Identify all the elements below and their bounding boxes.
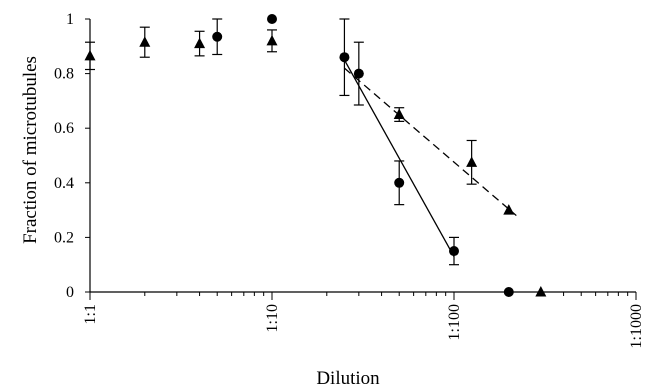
tick-labels: 0 0.2 0.4 0.6 0.8 1 1:1 1:10 1:100 1:1000 bbox=[54, 11, 645, 348]
triangle-marker bbox=[194, 37, 206, 49]
y-tick-label: 1 bbox=[66, 11, 74, 28]
circle-marker bbox=[353, 68, 364, 79]
x-axis-title: Dilution bbox=[316, 368, 380, 388]
triangle-marker bbox=[84, 49, 96, 61]
fit-line-triangle bbox=[344, 67, 517, 217]
triangle-marker bbox=[266, 34, 278, 46]
triangle-marker bbox=[139, 36, 151, 47]
circle-marker bbox=[394, 177, 405, 188]
fit-lines bbox=[343, 59, 517, 257]
y-tick-label: 0 bbox=[66, 284, 74, 301]
y-axis-title: Fraction of microtubules bbox=[20, 56, 41, 244]
axes bbox=[85, 18, 637, 300]
x-tick-label: 1:100 bbox=[446, 304, 463, 340]
circle-marker bbox=[339, 52, 350, 63]
y-tick-label: 0.8 bbox=[54, 66, 74, 83]
fit-line-circle bbox=[343, 59, 455, 257]
triangle-marker bbox=[503, 204, 515, 215]
x-tick-label: 1:10 bbox=[264, 304, 281, 332]
y-tick-label: 0.6 bbox=[54, 120, 74, 137]
triangle-marker bbox=[535, 286, 547, 297]
circle-marker bbox=[267, 14, 277, 24]
triangle-marker bbox=[466, 156, 478, 167]
x-tick-label: 1:1 bbox=[82, 304, 99, 324]
y-tick-label: 0.4 bbox=[54, 175, 74, 192]
circle-marker bbox=[449, 246, 459, 257]
x-tick-label: 1:1000 bbox=[628, 304, 645, 348]
triangle-marker bbox=[393, 108, 405, 120]
y-tick-label: 0.2 bbox=[54, 229, 74, 246]
data-markers bbox=[84, 14, 547, 297]
circle-marker bbox=[503, 287, 514, 297]
error-bars bbox=[85, 18, 477, 266]
circle-marker bbox=[212, 31, 223, 42]
